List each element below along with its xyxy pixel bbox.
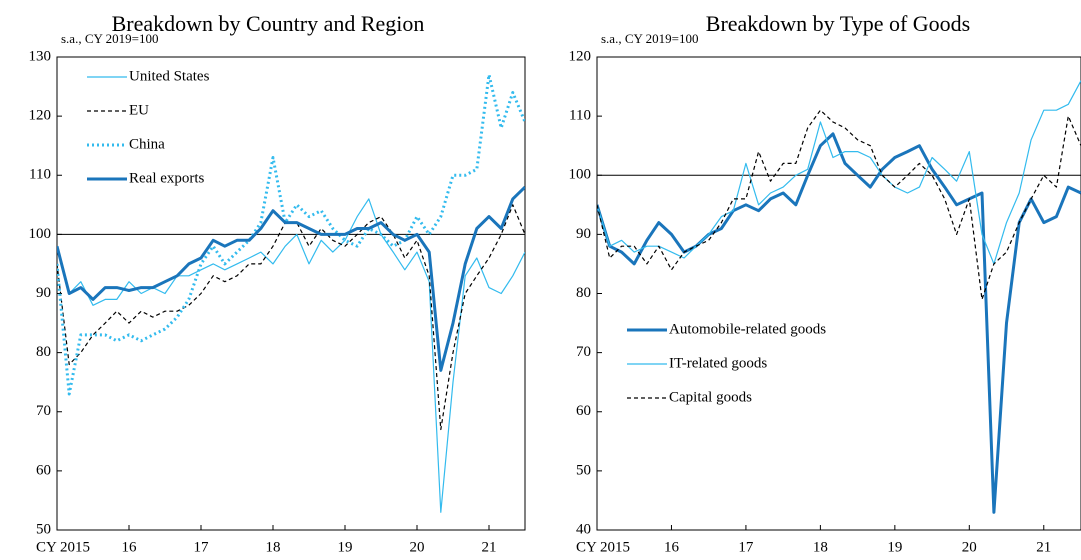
x-tick-label: 17 xyxy=(738,539,754,555)
x-tick-label: 18 xyxy=(266,539,281,555)
y-tick-label: 40 xyxy=(576,521,591,537)
x-tick-label: 20 xyxy=(410,539,425,555)
y-tick-label: 50 xyxy=(36,521,51,537)
legend-label: Real exports xyxy=(129,170,205,186)
x-tick-label: CY 2015 xyxy=(576,539,630,555)
x-tick-label: 18 xyxy=(813,539,828,555)
x-tick-label: 19 xyxy=(338,539,353,555)
y-tick-label: 80 xyxy=(36,344,51,360)
legend-label: IT-related goods xyxy=(669,355,767,371)
y-axis-label: s.a., CY 2019=100 xyxy=(61,31,159,46)
series-line xyxy=(597,109,1081,300)
x-tick-label: 21 xyxy=(482,539,497,555)
series-line xyxy=(597,132,1081,514)
legend-label: United States xyxy=(129,68,210,84)
y-tick-label: 90 xyxy=(576,226,591,242)
x-tick-label: 16 xyxy=(122,539,138,555)
series-line xyxy=(57,198,525,513)
chart-title: Breakdown by Country and Region xyxy=(112,11,425,36)
y-tick-label: 100 xyxy=(569,167,592,183)
x-tick-label: 20 xyxy=(962,539,977,555)
y-tick-label: 110 xyxy=(569,108,591,124)
y-tick-label: 110 xyxy=(29,167,51,183)
legend-label: China xyxy=(129,136,165,152)
y-tick-label: 90 xyxy=(36,285,51,301)
y-tick-label: 80 xyxy=(576,285,591,301)
x-tick-label: CY 2015 xyxy=(36,539,90,555)
plot-area xyxy=(597,80,1081,514)
y-tick-label: 70 xyxy=(36,403,51,419)
x-tick-label: 21 xyxy=(1036,539,1051,555)
legend-label: Automobile-related goods xyxy=(669,321,826,337)
y-tick-label: 60 xyxy=(576,403,591,419)
y-tick-label: 120 xyxy=(569,48,592,64)
x-tick-label: 16 xyxy=(664,539,680,555)
y-tick-label: 70 xyxy=(576,344,591,360)
y-tick-label: 60 xyxy=(36,462,51,478)
legend-label: Capital goods xyxy=(669,389,752,405)
x-tick-label: 19 xyxy=(887,539,902,555)
series-line xyxy=(597,80,1081,265)
plot-area xyxy=(57,73,525,513)
y-tick-label: 120 xyxy=(29,108,52,124)
y-tick-label: 130 xyxy=(29,48,52,64)
series-line xyxy=(57,186,525,372)
x-tick-label: 17 xyxy=(194,539,210,555)
legend-label: EU xyxy=(129,102,149,118)
y-tick-label: 50 xyxy=(576,462,591,478)
plot-frame xyxy=(56,56,526,531)
plot-frame xyxy=(596,56,1081,531)
y-axis-label: s.a., CY 2019=100 xyxy=(601,31,699,46)
y-tick-label: 100 xyxy=(29,226,52,242)
chart-title: Breakdown by Type of Goods xyxy=(706,11,970,36)
